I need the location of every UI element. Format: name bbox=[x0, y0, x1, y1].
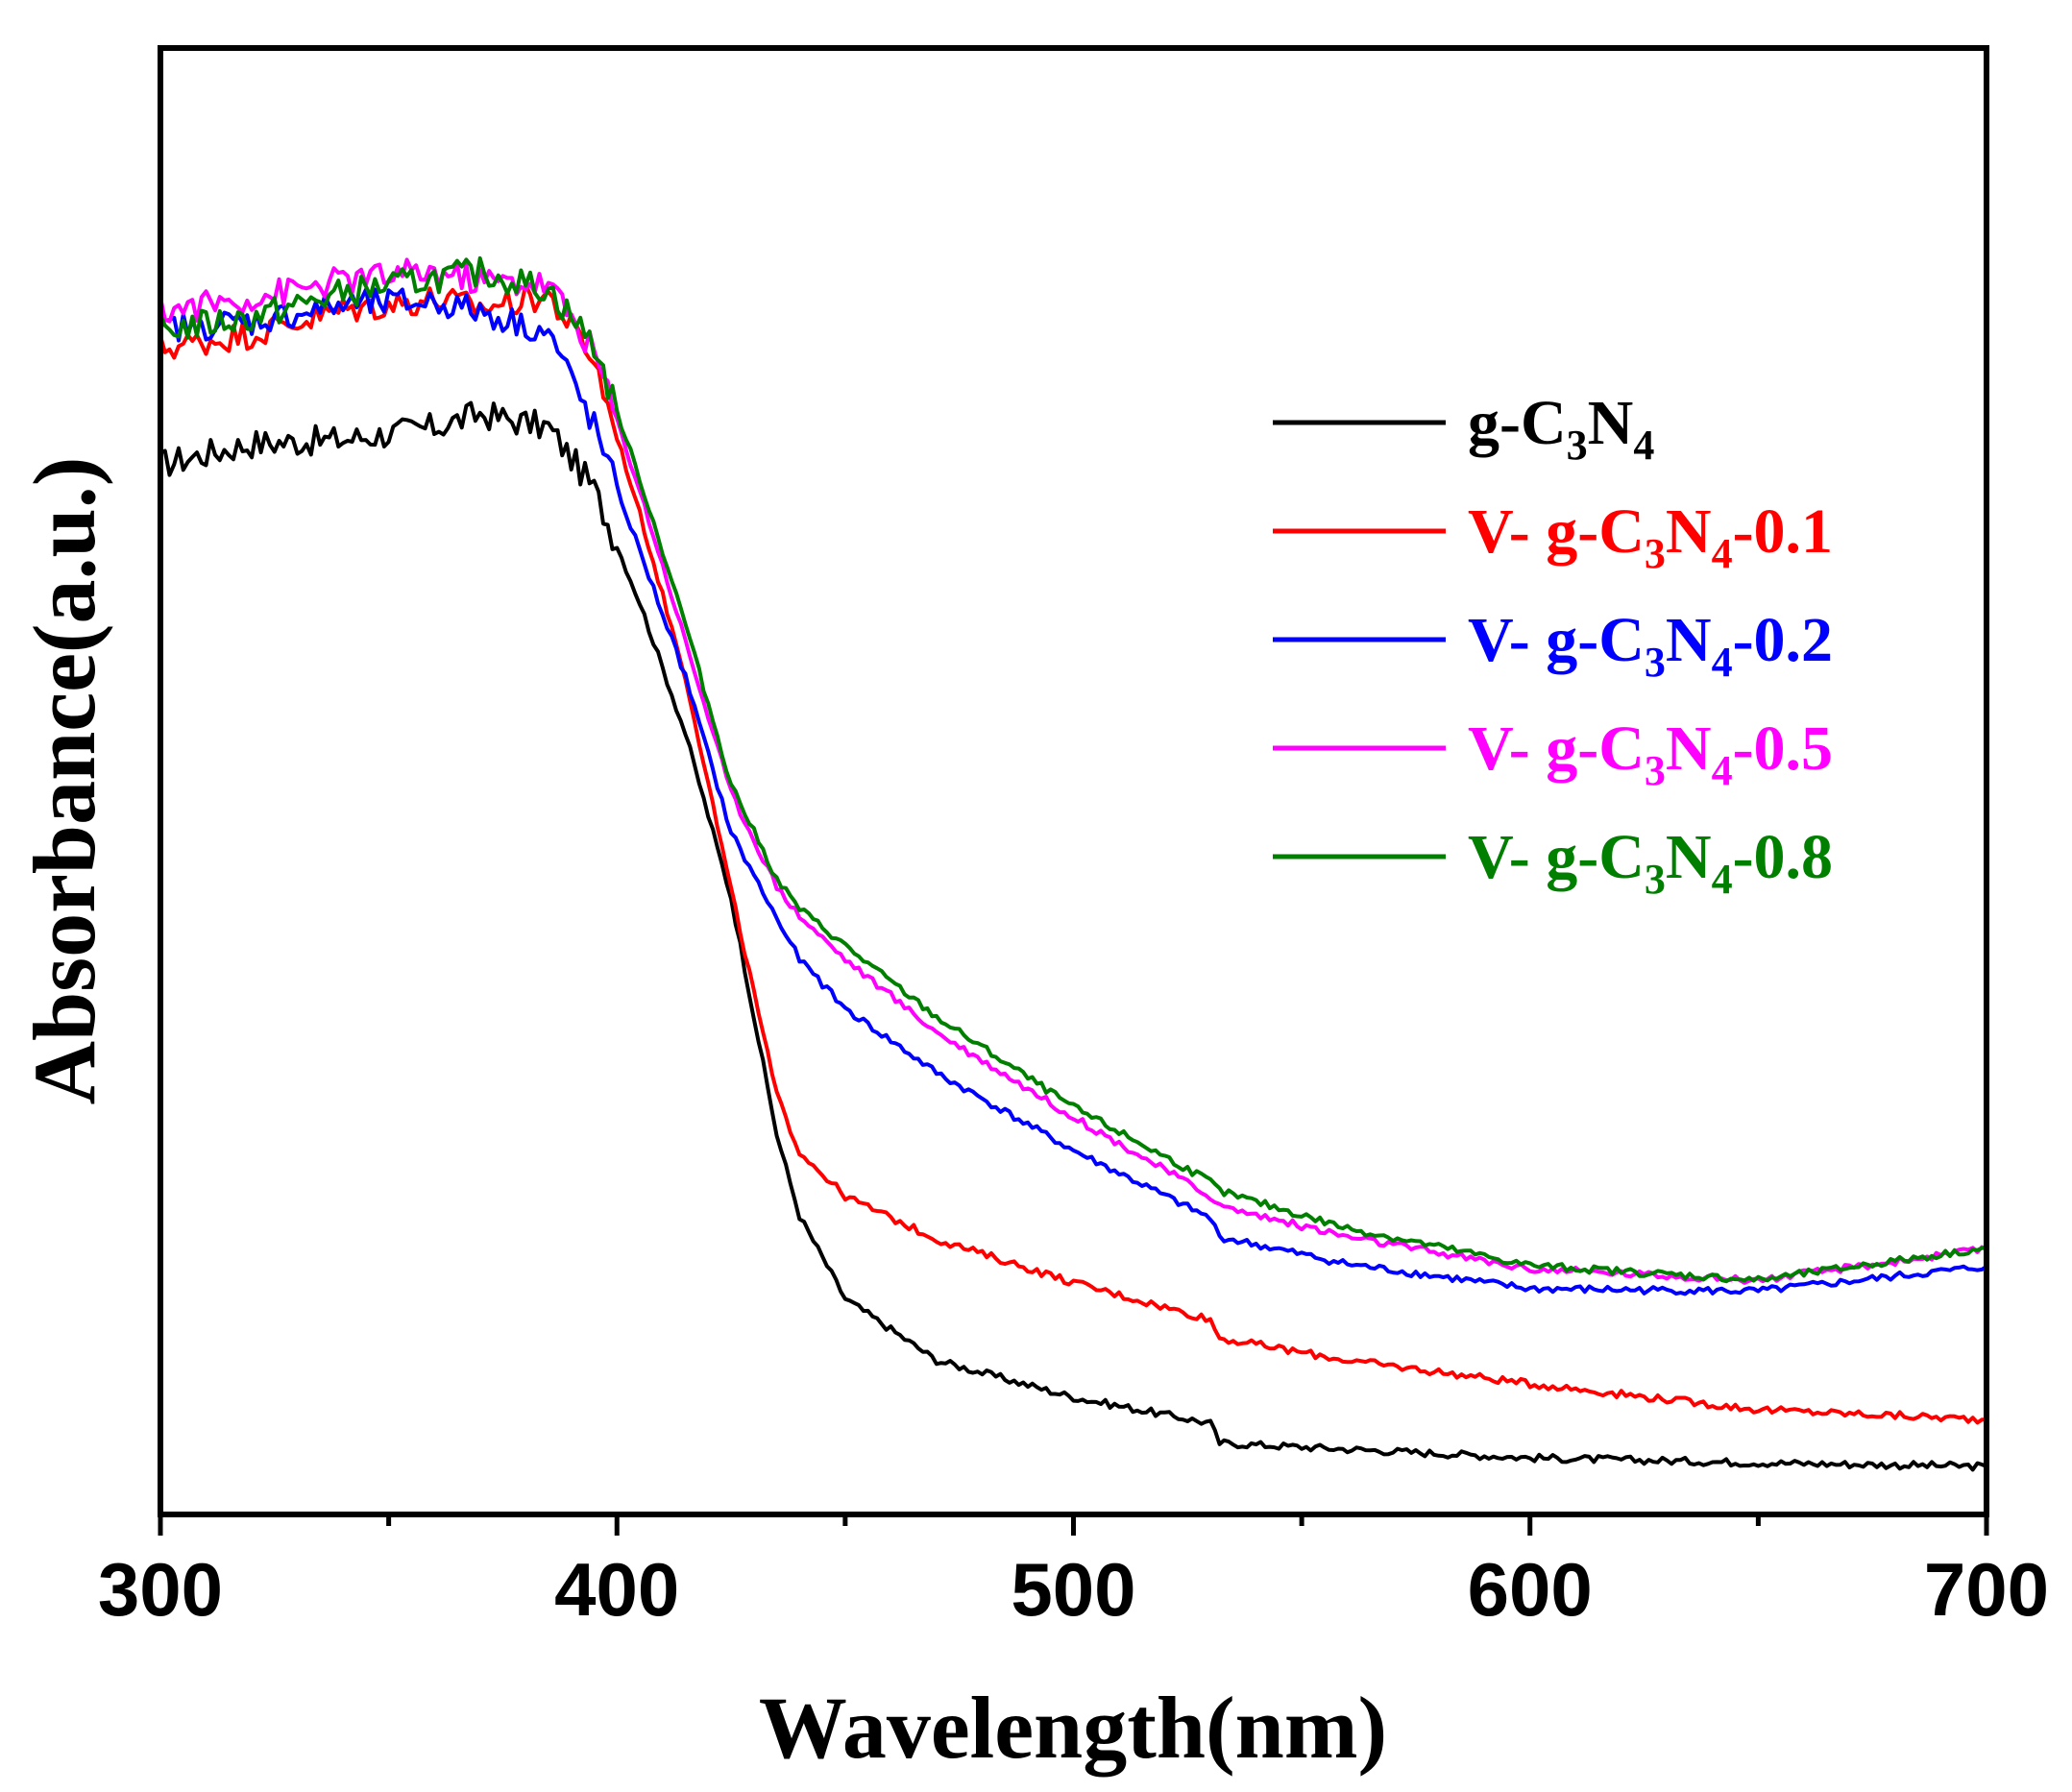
legend: g-C3N4 V- g-C3N4-0.1 V- g-C3N4-0.2 V- g-C3N… bbox=[1273, 388, 1833, 903]
legend-label-3: V- g-C3N4-0.5 bbox=[1468, 714, 1833, 794]
legend-label-0: g-C3N4 bbox=[1468, 388, 1654, 469]
series-line-2 bbox=[158, 287, 1988, 1296]
x-tick-label-400: 400 bbox=[554, 1547, 679, 1632]
y-axis-title: Absorbance(a.u.) bbox=[15, 457, 113, 1105]
x-tick-label-700: 700 bbox=[1924, 1547, 2049, 1632]
series-line-0 bbox=[159, 400, 1987, 1472]
x-axis-ticks: 300 400 500 600 700 bbox=[98, 1514, 2049, 1632]
legend-label-2: V- g-C3N4-0.2 bbox=[1468, 605, 1833, 686]
legend-label-4: V- g-C3N4-0.8 bbox=[1468, 822, 1833, 903]
series-line-1 bbox=[158, 282, 1987, 1425]
x-tick-label-300: 300 bbox=[98, 1547, 223, 1632]
series-group bbox=[158, 255, 1988, 1472]
x-tick-label-600: 600 bbox=[1468, 1547, 1593, 1632]
legend-label-1: V- g-C3N4-0.1 bbox=[1468, 496, 1833, 577]
series-line-4 bbox=[158, 255, 1987, 1284]
x-axis-title: Wavelength(nm) bbox=[759, 1679, 1387, 1777]
x-tick-label-500: 500 bbox=[1011, 1547, 1135, 1632]
